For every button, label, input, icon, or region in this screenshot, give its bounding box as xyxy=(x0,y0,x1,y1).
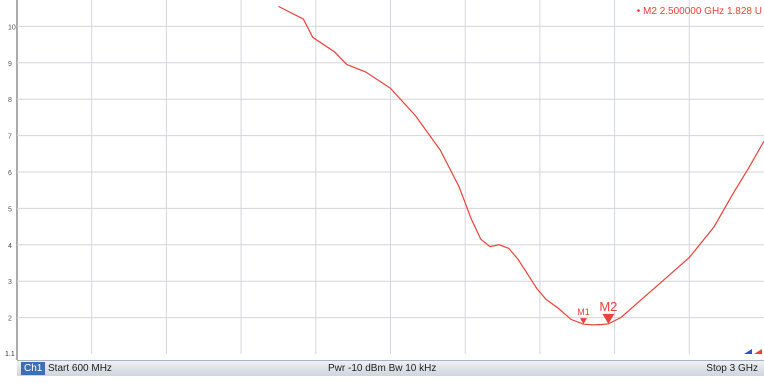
y-bottom-label: 1.1 xyxy=(5,351,15,358)
y-tick-label: 4 xyxy=(8,243,12,250)
y-tick-label: 8 xyxy=(8,97,12,104)
y-tick-label: 3 xyxy=(8,279,12,286)
markers: M1 M2 xyxy=(577,299,617,325)
channel-badge[interactable]: Ch1 xyxy=(21,362,46,375)
scroll-arrow-icon[interactable] xyxy=(744,349,752,354)
marker-triangle[interactable] xyxy=(579,318,587,325)
plot-background xyxy=(0,0,764,360)
marker-triangle[interactable] xyxy=(602,313,615,324)
scroll-arrow-icon-red[interactable] xyxy=(754,349,762,354)
power-bandwidth[interactable]: Pwr -10 dBm Bw 10 kHz xyxy=(328,363,437,374)
vswr-plot: 10 9 8 7 6 5 4 3 2 M1 M2 • M2 2.500000 GHz 1.828 … xyxy=(0,0,764,360)
y-tick-label: 7 xyxy=(8,134,12,141)
marker-label: M2 xyxy=(599,299,617,314)
stop-frequency[interactable]: Stop 3 GHz xyxy=(706,363,758,374)
measurement-trace xyxy=(278,5,764,326)
status-bar: Ch1 Start 600 MHz Pwr -10 dBm Bw 10 kHz … xyxy=(17,360,764,377)
y-tick-label: 9 xyxy=(8,61,12,68)
marker-readout: • M2 2.500000 GHz 1.828 U xyxy=(637,6,762,17)
start-frequency[interactable]: Start 600 MHz xyxy=(48,363,112,374)
y-axis-ticks: 10 9 8 7 6 5 4 3 2 xyxy=(8,24,16,322)
y-tick-label: 6 xyxy=(8,170,12,177)
y-tick-label: 5 xyxy=(8,206,12,213)
window-bottom-edge xyxy=(0,376,764,386)
grid xyxy=(17,0,764,354)
marker-label: M1 xyxy=(577,307,590,317)
y-tick-label: 2 xyxy=(8,316,12,323)
y-tick-label: 10 xyxy=(8,24,16,31)
